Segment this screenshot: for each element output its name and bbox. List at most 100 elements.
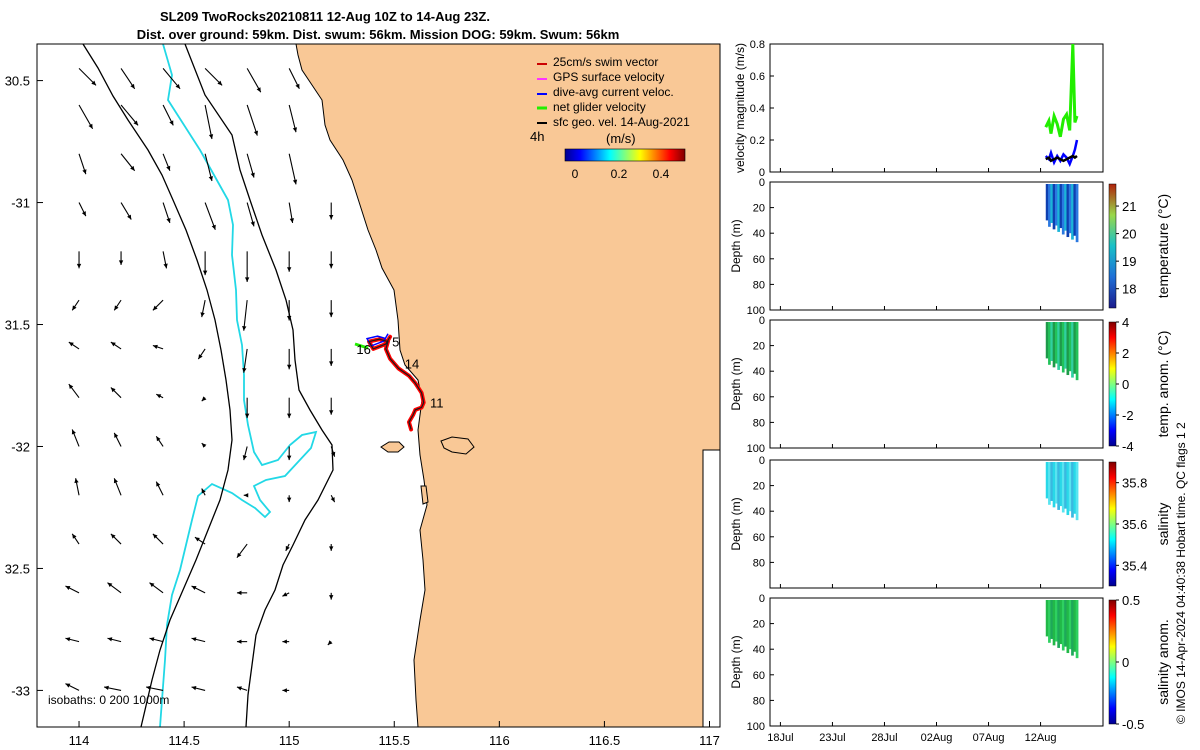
current-vector-head xyxy=(201,396,207,402)
section-profile-cell xyxy=(1061,322,1065,373)
current-vector-head xyxy=(244,413,250,419)
section-profile-cell xyxy=(1048,184,1051,227)
time-tick-label: 12Aug xyxy=(1025,732,1057,744)
current-vector-head xyxy=(250,172,255,178)
depth-y-tick-label: 100 xyxy=(747,721,765,733)
current-vector-head xyxy=(110,342,116,347)
current-vector-head xyxy=(242,326,247,331)
current-vector xyxy=(246,68,262,93)
current-vector-head xyxy=(287,316,292,321)
section-profile-cell xyxy=(1045,600,1049,637)
velocity-y-tick-label: 0 xyxy=(759,167,765,179)
colorbar-tick-label: 18 xyxy=(1122,282,1136,297)
depth-y-tick-label: 60 xyxy=(753,670,765,682)
speed-colorbar-tick-0: 0 xyxy=(572,167,579,181)
current-vector-head xyxy=(287,413,292,419)
current-vector-head xyxy=(169,120,174,126)
section-profile-cell xyxy=(1050,184,1054,223)
current-vector-head xyxy=(242,367,247,373)
colorbar-tick-label: 2 xyxy=(1122,346,1129,361)
map-frame xyxy=(36,43,721,728)
current-vector-head xyxy=(68,342,74,347)
colorbar-tick-label: 20 xyxy=(1122,227,1136,242)
track-day-labels: 16 5 14 11 xyxy=(356,334,443,410)
depth-y-label: Depth (m) xyxy=(729,357,743,410)
colorbar-tick-label: 35.4 xyxy=(1122,558,1147,573)
section-colorbar xyxy=(1108,599,1117,725)
time-tick-label: 02Aug xyxy=(921,732,953,744)
colorbar-tick-label: -4 xyxy=(1122,439,1134,454)
velocity-y-label: velocity magnitude (m/s) xyxy=(733,43,747,173)
track-day-label: 14 xyxy=(405,356,419,371)
section-profile-cell xyxy=(1068,462,1072,512)
section-profile-cell xyxy=(1073,600,1077,652)
current-vector-head xyxy=(287,497,292,503)
colorbar-tick-label: 35.6 xyxy=(1122,517,1147,532)
section-profile-cell xyxy=(1050,462,1054,501)
current-vector-head xyxy=(331,451,336,457)
depth-y-tick-label: 20 xyxy=(753,481,765,493)
current-vector xyxy=(246,104,258,136)
depth-y-tick-label: 20 xyxy=(753,341,765,353)
current-vector-head xyxy=(282,639,287,644)
current-vector-head xyxy=(110,387,116,393)
depth-y-tick-label: 60 xyxy=(753,254,765,266)
depth-y-tick-label: 40 xyxy=(753,228,765,240)
section-profile-cell xyxy=(1068,600,1072,650)
section-profile-cell xyxy=(1057,462,1060,510)
section-profile-cell xyxy=(1071,600,1074,656)
current-vector-head xyxy=(156,481,161,487)
section-profile-cell xyxy=(1075,462,1079,521)
current-vector-head xyxy=(329,361,334,366)
current-vector-head xyxy=(166,165,171,171)
section-profile-cell xyxy=(1059,600,1063,645)
section-profile-cell xyxy=(1075,600,1079,659)
current-vector-head xyxy=(130,83,135,89)
current-vector-head xyxy=(175,83,181,89)
current-vector-head xyxy=(253,130,258,136)
colorbar-label: temperature (°C) xyxy=(1155,194,1171,298)
current-vector-head xyxy=(329,546,334,551)
section-profile-cell xyxy=(1061,184,1065,235)
legend-label-net: net glider velocity xyxy=(553,100,646,114)
island-carnac xyxy=(420,485,429,505)
depth-y-tick-label: 20 xyxy=(753,619,765,631)
current-vector xyxy=(204,202,216,230)
current-vector-head xyxy=(133,120,139,126)
section-colorbar xyxy=(1108,461,1117,587)
section-profile-cell xyxy=(1048,322,1051,365)
current-vector-head xyxy=(68,384,74,390)
depth-panel-4: 0 20 40 60 80 100 Depth (m) -0.5 0 0.5 salinity an… xyxy=(729,593,1171,733)
section-profile-cell xyxy=(1075,322,1079,381)
current-vector-head xyxy=(152,344,158,349)
current-vector-field xyxy=(65,68,336,693)
island-rottnest xyxy=(380,441,405,453)
colorbar-label: temp. anom. (°C) xyxy=(1155,331,1171,438)
current-vector-head xyxy=(208,134,214,139)
section-profile-cell xyxy=(1045,184,1049,221)
current-vector-head xyxy=(65,586,71,590)
track-day-label: 11 xyxy=(430,395,444,410)
isobath-200m xyxy=(184,44,334,727)
legend-label-dive: dive-avg current veloc. xyxy=(553,85,674,99)
time-axis: 18Jul 23Jul 28Jul 02Aug 07Aug 12Aug xyxy=(767,168,1056,744)
current-vector-head xyxy=(149,582,155,588)
depth-y-tick-label: 0 xyxy=(759,455,765,467)
current-vector-head xyxy=(65,637,71,642)
current-vector-head xyxy=(329,215,334,220)
current-vector-head xyxy=(242,455,247,461)
depth-panel-2: 0 20 40 60 80 100 Depth (m) -4 -2 0 2 4 temp. anom. … xyxy=(729,315,1171,455)
current-vector-head xyxy=(327,640,333,646)
current-vector-head xyxy=(256,87,261,93)
depth-y-tick-label: 40 xyxy=(753,366,765,378)
section-profile-cell xyxy=(1054,462,1058,504)
section-profile-cell xyxy=(1061,462,1065,513)
colorbar-tick-label: 0 xyxy=(1122,655,1129,670)
colorbar-tick-label: 19 xyxy=(1122,254,1136,269)
current-vector-head xyxy=(295,83,300,89)
current-vector-head xyxy=(152,533,158,539)
depth-y-tick-label: 0 xyxy=(759,177,765,189)
current-vector-head xyxy=(72,305,77,311)
current-vector-head xyxy=(282,592,288,597)
